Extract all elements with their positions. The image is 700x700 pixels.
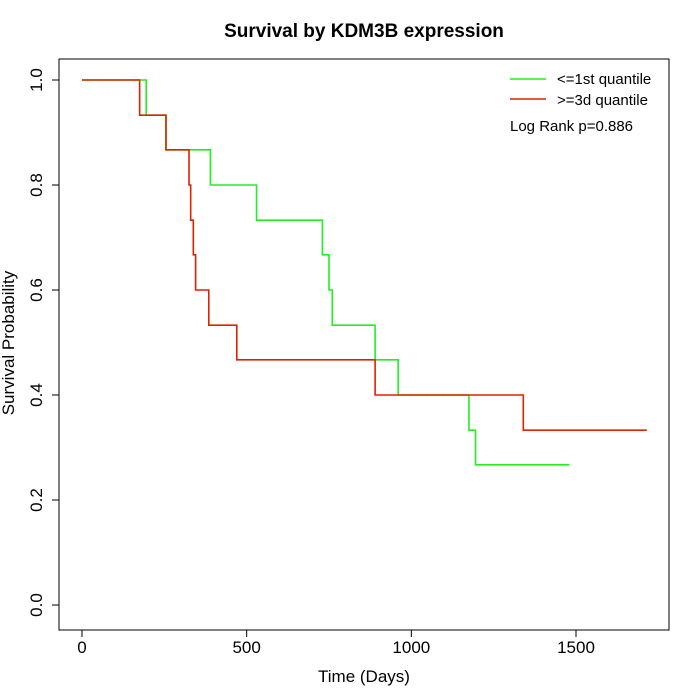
x-tick-label: 0 (77, 638, 86, 657)
x-axis: 0 500 1000 1500 (77, 629, 595, 657)
legend-label-low: <=1st quantile (557, 71, 651, 88)
y-tick-label: 0.8 (27, 173, 46, 197)
x-tick-label: 500 (232, 638, 260, 657)
y-tick-label: 1.0 (27, 68, 46, 92)
series-line-1 (82, 79, 647, 431)
y-axis: 0.0 0.2 0.4 0.6 0.8 1.0 (27, 68, 60, 617)
y-tick-label: 0.0 (27, 593, 46, 617)
legend-label-high: >=3d quantile (557, 92, 648, 109)
x-tick-label: 1000 (392, 638, 430, 657)
y-axis-label: Survival Probability (0, 270, 18, 415)
legend: <=1st quantile >=3d quantile (510, 71, 651, 109)
log-rank-annotation: Log Rank p=0.886 (510, 118, 633, 135)
y-tick-label: 0.6 (27, 278, 46, 302)
y-tick-label: 0.4 (27, 383, 46, 407)
plot-frame (58, 58, 670, 631)
series-line-0 (82, 79, 570, 466)
y-tick-label: 0.2 (27, 488, 46, 512)
x-tick-label: 1500 (557, 638, 595, 657)
chart-title: Survival by KDM3B expression (224, 21, 504, 42)
x-axis-label: Time (Days) (318, 667, 410, 686)
series-lines (82, 79, 647, 466)
